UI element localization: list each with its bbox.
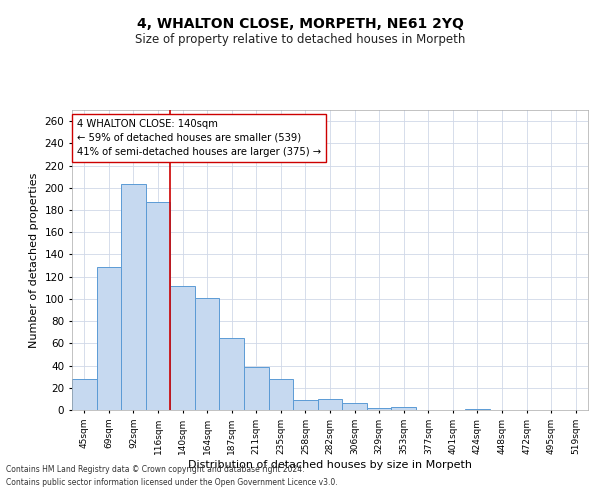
Bar: [342, 404, 367, 410]
Text: Contains HM Land Registry data © Crown copyright and database right 2024.: Contains HM Land Registry data © Crown c…: [6, 466, 305, 474]
Bar: [195, 298, 220, 410]
Bar: [72, 379, 97, 410]
Bar: [391, 406, 416, 410]
Bar: [146, 202, 170, 410]
Y-axis label: Number of detached properties: Number of detached properties: [29, 172, 39, 348]
Text: Contains public sector information licensed under the Open Government Licence v3: Contains public sector information licen…: [6, 478, 338, 487]
Bar: [367, 408, 391, 410]
Text: 4 WHALTON CLOSE: 140sqm
← 59% of detached houses are smaller (539)
41% of semi-d: 4 WHALTON CLOSE: 140sqm ← 59% of detache…: [77, 119, 321, 157]
Bar: [244, 366, 269, 410]
Bar: [318, 399, 342, 410]
Bar: [293, 400, 318, 410]
Text: Size of property relative to detached houses in Morpeth: Size of property relative to detached ho…: [135, 32, 465, 46]
Text: 4, WHALTON CLOSE, MORPETH, NE61 2YQ: 4, WHALTON CLOSE, MORPETH, NE61 2YQ: [137, 18, 463, 32]
X-axis label: Distribution of detached houses by size in Morpeth: Distribution of detached houses by size …: [188, 460, 472, 469]
Bar: [121, 184, 146, 410]
Bar: [97, 266, 121, 410]
Bar: [220, 338, 244, 410]
Bar: [170, 286, 195, 410]
Bar: [465, 409, 490, 410]
Bar: [269, 379, 293, 410]
